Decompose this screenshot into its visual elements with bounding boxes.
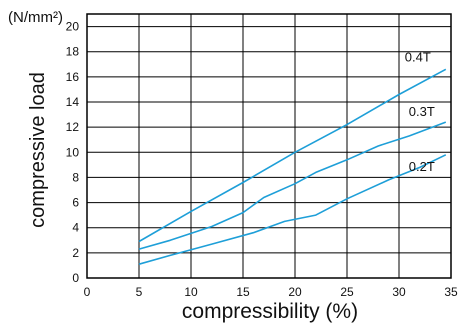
series-line-0.4T <box>138 68 447 243</box>
x-tick-label: 0 <box>84 285 91 299</box>
series-label-0.4T: 0.4T <box>405 49 431 64</box>
plot-frame <box>86 13 452 279</box>
series-line-0.3T <box>138 121 447 250</box>
y-tick-label: 14 <box>66 95 80 109</box>
grid <box>86 13 452 279</box>
x-axis-title: compressibility (%) <box>182 300 358 323</box>
x-tick-label: 15 <box>236 285 250 299</box>
y-tick-label: 18 <box>66 45 80 59</box>
y-tick-label: 20 <box>66 20 80 34</box>
y-tick-label: 0 <box>72 271 79 285</box>
y-tick-label: 12 <box>66 120 80 134</box>
series-label-0.3T: 0.3T <box>409 104 435 119</box>
x-tick-label: 25 <box>340 285 354 299</box>
y-tick-label: 8 <box>72 170 79 184</box>
series-lines <box>138 68 447 265</box>
y-axis-title: compressive load <box>27 72 49 228</box>
x-tick-label: 20 <box>288 285 302 299</box>
x-tick-label: 10 <box>184 285 198 299</box>
x-tick-labels: 0 5 10 15 20 25 30 35 <box>84 285 458 299</box>
y-tick-label: 10 <box>66 145 80 159</box>
series-line-0.2T <box>138 154 447 265</box>
y-unit-label: (N/mm²) <box>8 9 63 26</box>
series-label-0.2T: 0.2T <box>409 159 435 174</box>
y-tick-label: 4 <box>72 221 79 235</box>
x-tick-label: 30 <box>392 285 406 299</box>
x-tick-label: 5 <box>136 285 143 299</box>
y-tick-label: 2 <box>72 246 79 260</box>
series-labels: 0.4T 0.3T 0.2T <box>405 49 435 173</box>
x-tick-label: 35 <box>444 285 458 299</box>
y-tick-label: 16 <box>66 70 80 84</box>
y-tick-label: 6 <box>72 196 79 210</box>
y-tick-labels: 0 2 4 6 8 10 12 14 16 18 20 <box>66 20 80 285</box>
